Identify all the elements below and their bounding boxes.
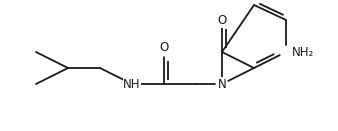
Text: NH: NH xyxy=(123,78,141,91)
Text: NH₂: NH₂ xyxy=(292,45,314,59)
Text: O: O xyxy=(160,41,169,54)
Text: N: N xyxy=(218,78,226,91)
Text: O: O xyxy=(217,14,226,27)
